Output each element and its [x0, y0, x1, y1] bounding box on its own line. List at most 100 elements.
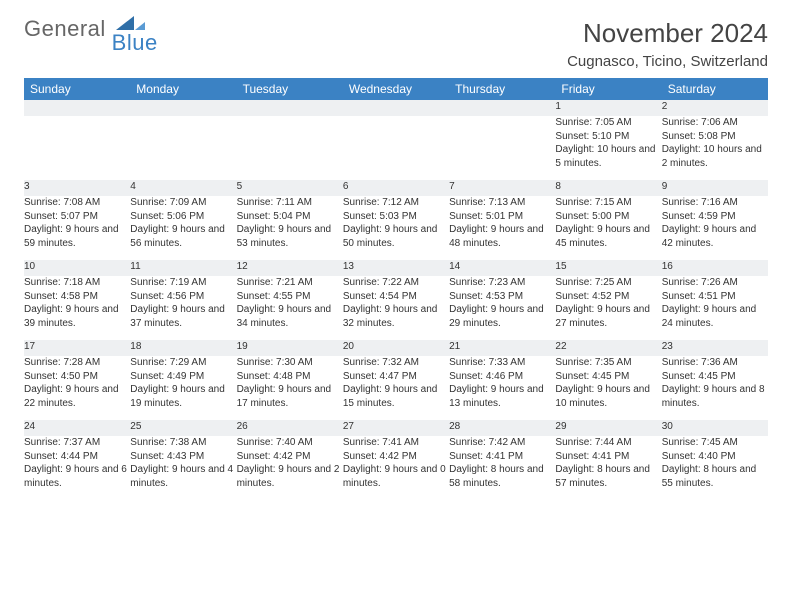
day-number: 3	[24, 180, 130, 196]
daylight-text: Daylight: 9 hours and 45 minutes.	[555, 223, 661, 250]
day-detail-row: Sunrise: 7:18 AMSunset: 4:58 PMDaylight:…	[24, 276, 768, 340]
day-cell: Sunrise: 7:21 AMSunset: 4:55 PMDaylight:…	[237, 276, 343, 340]
daylight-text: Daylight: 9 hours and 42 minutes.	[662, 223, 768, 250]
day-number: 21	[449, 340, 555, 356]
sunset-text: Sunset: 4:41 PM	[449, 450, 555, 464]
day-number: 20	[343, 340, 449, 356]
day-number: 25	[130, 420, 236, 436]
day-number: 11	[130, 260, 236, 276]
daylight-text: Daylight: 9 hours and 8 minutes.	[662, 383, 768, 410]
day-number: 17	[24, 340, 130, 356]
day-cell	[130, 116, 236, 180]
day-detail-row: Sunrise: 7:08 AMSunset: 5:07 PMDaylight:…	[24, 196, 768, 260]
weekday-header: Saturday	[662, 78, 768, 100]
sunset-text: Sunset: 4:52 PM	[555, 290, 661, 304]
daylight-text: Daylight: 9 hours and 50 minutes.	[343, 223, 449, 250]
daylight-text: Daylight: 9 hours and 48 minutes.	[449, 223, 555, 250]
sunrise-text: Sunrise: 7:22 AM	[343, 276, 449, 290]
daylight-text: Daylight: 8 hours and 58 minutes.	[449, 463, 555, 490]
daylight-text: Daylight: 9 hours and 13 minutes.	[449, 383, 555, 410]
day-cell: Sunrise: 7:09 AMSunset: 5:06 PMDaylight:…	[130, 196, 236, 260]
sunset-text: Sunset: 4:51 PM	[662, 290, 768, 304]
day-cell: Sunrise: 7:11 AMSunset: 5:04 PMDaylight:…	[237, 196, 343, 260]
day-number-row: 3456789	[24, 180, 768, 196]
sunset-text: Sunset: 5:04 PM	[237, 210, 343, 224]
sunset-text: Sunset: 4:46 PM	[449, 370, 555, 384]
calendar-table: Sunday Monday Tuesday Wednesday Thursday…	[24, 78, 768, 500]
daylight-text: Daylight: 9 hours and 27 minutes.	[555, 303, 661, 330]
day-cell: Sunrise: 7:19 AMSunset: 4:56 PMDaylight:…	[130, 276, 236, 340]
day-number: 5	[237, 180, 343, 196]
sunset-text: Sunset: 4:55 PM	[237, 290, 343, 304]
daylight-text: Daylight: 9 hours and 15 minutes.	[343, 383, 449, 410]
day-cell: Sunrise: 7:23 AMSunset: 4:53 PMDaylight:…	[449, 276, 555, 340]
day-cell: Sunrise: 7:13 AMSunset: 5:01 PMDaylight:…	[449, 196, 555, 260]
daylight-text: Daylight: 9 hours and 4 minutes.	[130, 463, 236, 490]
sunrise-text: Sunrise: 7:25 AM	[555, 276, 661, 290]
daylight-text: Daylight: 8 hours and 57 minutes.	[555, 463, 661, 490]
sunset-text: Sunset: 4:42 PM	[343, 450, 449, 464]
day-cell: Sunrise: 7:33 AMSunset: 4:46 PMDaylight:…	[449, 356, 555, 420]
daylight-text: Daylight: 9 hours and 53 minutes.	[237, 223, 343, 250]
sunset-text: Sunset: 5:03 PM	[343, 210, 449, 224]
sunset-text: Sunset: 4:44 PM	[24, 450, 130, 464]
daylight-text: Daylight: 9 hours and 34 minutes.	[237, 303, 343, 330]
weekday-header: Wednesday	[343, 78, 449, 100]
sunset-text: Sunset: 4:47 PM	[343, 370, 449, 384]
day-number-row: 24252627282930	[24, 420, 768, 436]
day-cell: Sunrise: 7:06 AMSunset: 5:08 PMDaylight:…	[662, 116, 768, 180]
day-number: 30	[662, 420, 768, 436]
logo-sail-icon	[116, 16, 134, 30]
day-number: 26	[237, 420, 343, 436]
sunrise-text: Sunrise: 7:12 AM	[343, 196, 449, 210]
day-number: 24	[24, 420, 130, 436]
sunset-text: Sunset: 4:41 PM	[555, 450, 661, 464]
day-cell: Sunrise: 7:12 AMSunset: 5:03 PMDaylight:…	[343, 196, 449, 260]
day-cell: Sunrise: 7:25 AMSunset: 4:52 PMDaylight:…	[555, 276, 661, 340]
sunrise-text: Sunrise: 7:29 AM	[130, 356, 236, 370]
daylight-text: Daylight: 9 hours and 24 minutes.	[662, 303, 768, 330]
calendar-page: General Blue November 2024 Cugnasco, Tic…	[0, 0, 792, 510]
day-number: 23	[662, 340, 768, 356]
sunset-text: Sunset: 5:10 PM	[555, 130, 661, 144]
day-number: 10	[24, 260, 130, 276]
sunrise-text: Sunrise: 7:36 AM	[662, 356, 768, 370]
daylight-text: Daylight: 9 hours and 32 minutes.	[343, 303, 449, 330]
sunrise-text: Sunrise: 7:06 AM	[662, 116, 768, 130]
day-number: 2	[662, 100, 768, 116]
daylight-text: Daylight: 9 hours and 59 minutes.	[24, 223, 130, 250]
day-number: 1	[555, 100, 661, 116]
day-number	[24, 100, 130, 116]
day-number: 7	[449, 180, 555, 196]
month-title: November 2024	[567, 18, 768, 49]
day-number	[237, 100, 343, 116]
sunset-text: Sunset: 5:01 PM	[449, 210, 555, 224]
daylight-text: Daylight: 9 hours and 37 minutes.	[130, 303, 236, 330]
sunrise-text: Sunrise: 7:33 AM	[449, 356, 555, 370]
day-cell: Sunrise: 7:15 AMSunset: 5:00 PMDaylight:…	[555, 196, 661, 260]
location: Cugnasco, Ticino, Switzerland	[567, 53, 768, 70]
sunrise-text: Sunrise: 7:21 AM	[237, 276, 343, 290]
sunset-text: Sunset: 4:58 PM	[24, 290, 130, 304]
sunset-text: Sunset: 4:45 PM	[662, 370, 768, 384]
day-number-row: 17181920212223	[24, 340, 768, 356]
day-cell: Sunrise: 7:40 AMSunset: 4:42 PMDaylight:…	[237, 436, 343, 500]
sunrise-text: Sunrise: 7:05 AM	[555, 116, 661, 130]
sunset-text: Sunset: 4:53 PM	[449, 290, 555, 304]
day-number: 28	[449, 420, 555, 436]
day-number: 12	[237, 260, 343, 276]
day-cell: Sunrise: 7:41 AMSunset: 4:42 PMDaylight:…	[343, 436, 449, 500]
weekday-header: Friday	[555, 78, 661, 100]
day-number: 15	[555, 260, 661, 276]
daylight-text: Daylight: 10 hours and 2 minutes.	[662, 143, 768, 170]
day-cell: Sunrise: 7:28 AMSunset: 4:50 PMDaylight:…	[24, 356, 130, 420]
day-number-row: 12	[24, 100, 768, 116]
day-number: 29	[555, 420, 661, 436]
day-cell: Sunrise: 7:16 AMSunset: 4:59 PMDaylight:…	[662, 196, 768, 260]
sunrise-text: Sunrise: 7:42 AM	[449, 436, 555, 450]
day-detail-row: Sunrise: 7:37 AMSunset: 4:44 PMDaylight:…	[24, 436, 768, 500]
sunrise-text: Sunrise: 7:23 AM	[449, 276, 555, 290]
daylight-text: Daylight: 9 hours and 29 minutes.	[449, 303, 555, 330]
sunrise-text: Sunrise: 7:15 AM	[555, 196, 661, 210]
day-number	[130, 100, 236, 116]
